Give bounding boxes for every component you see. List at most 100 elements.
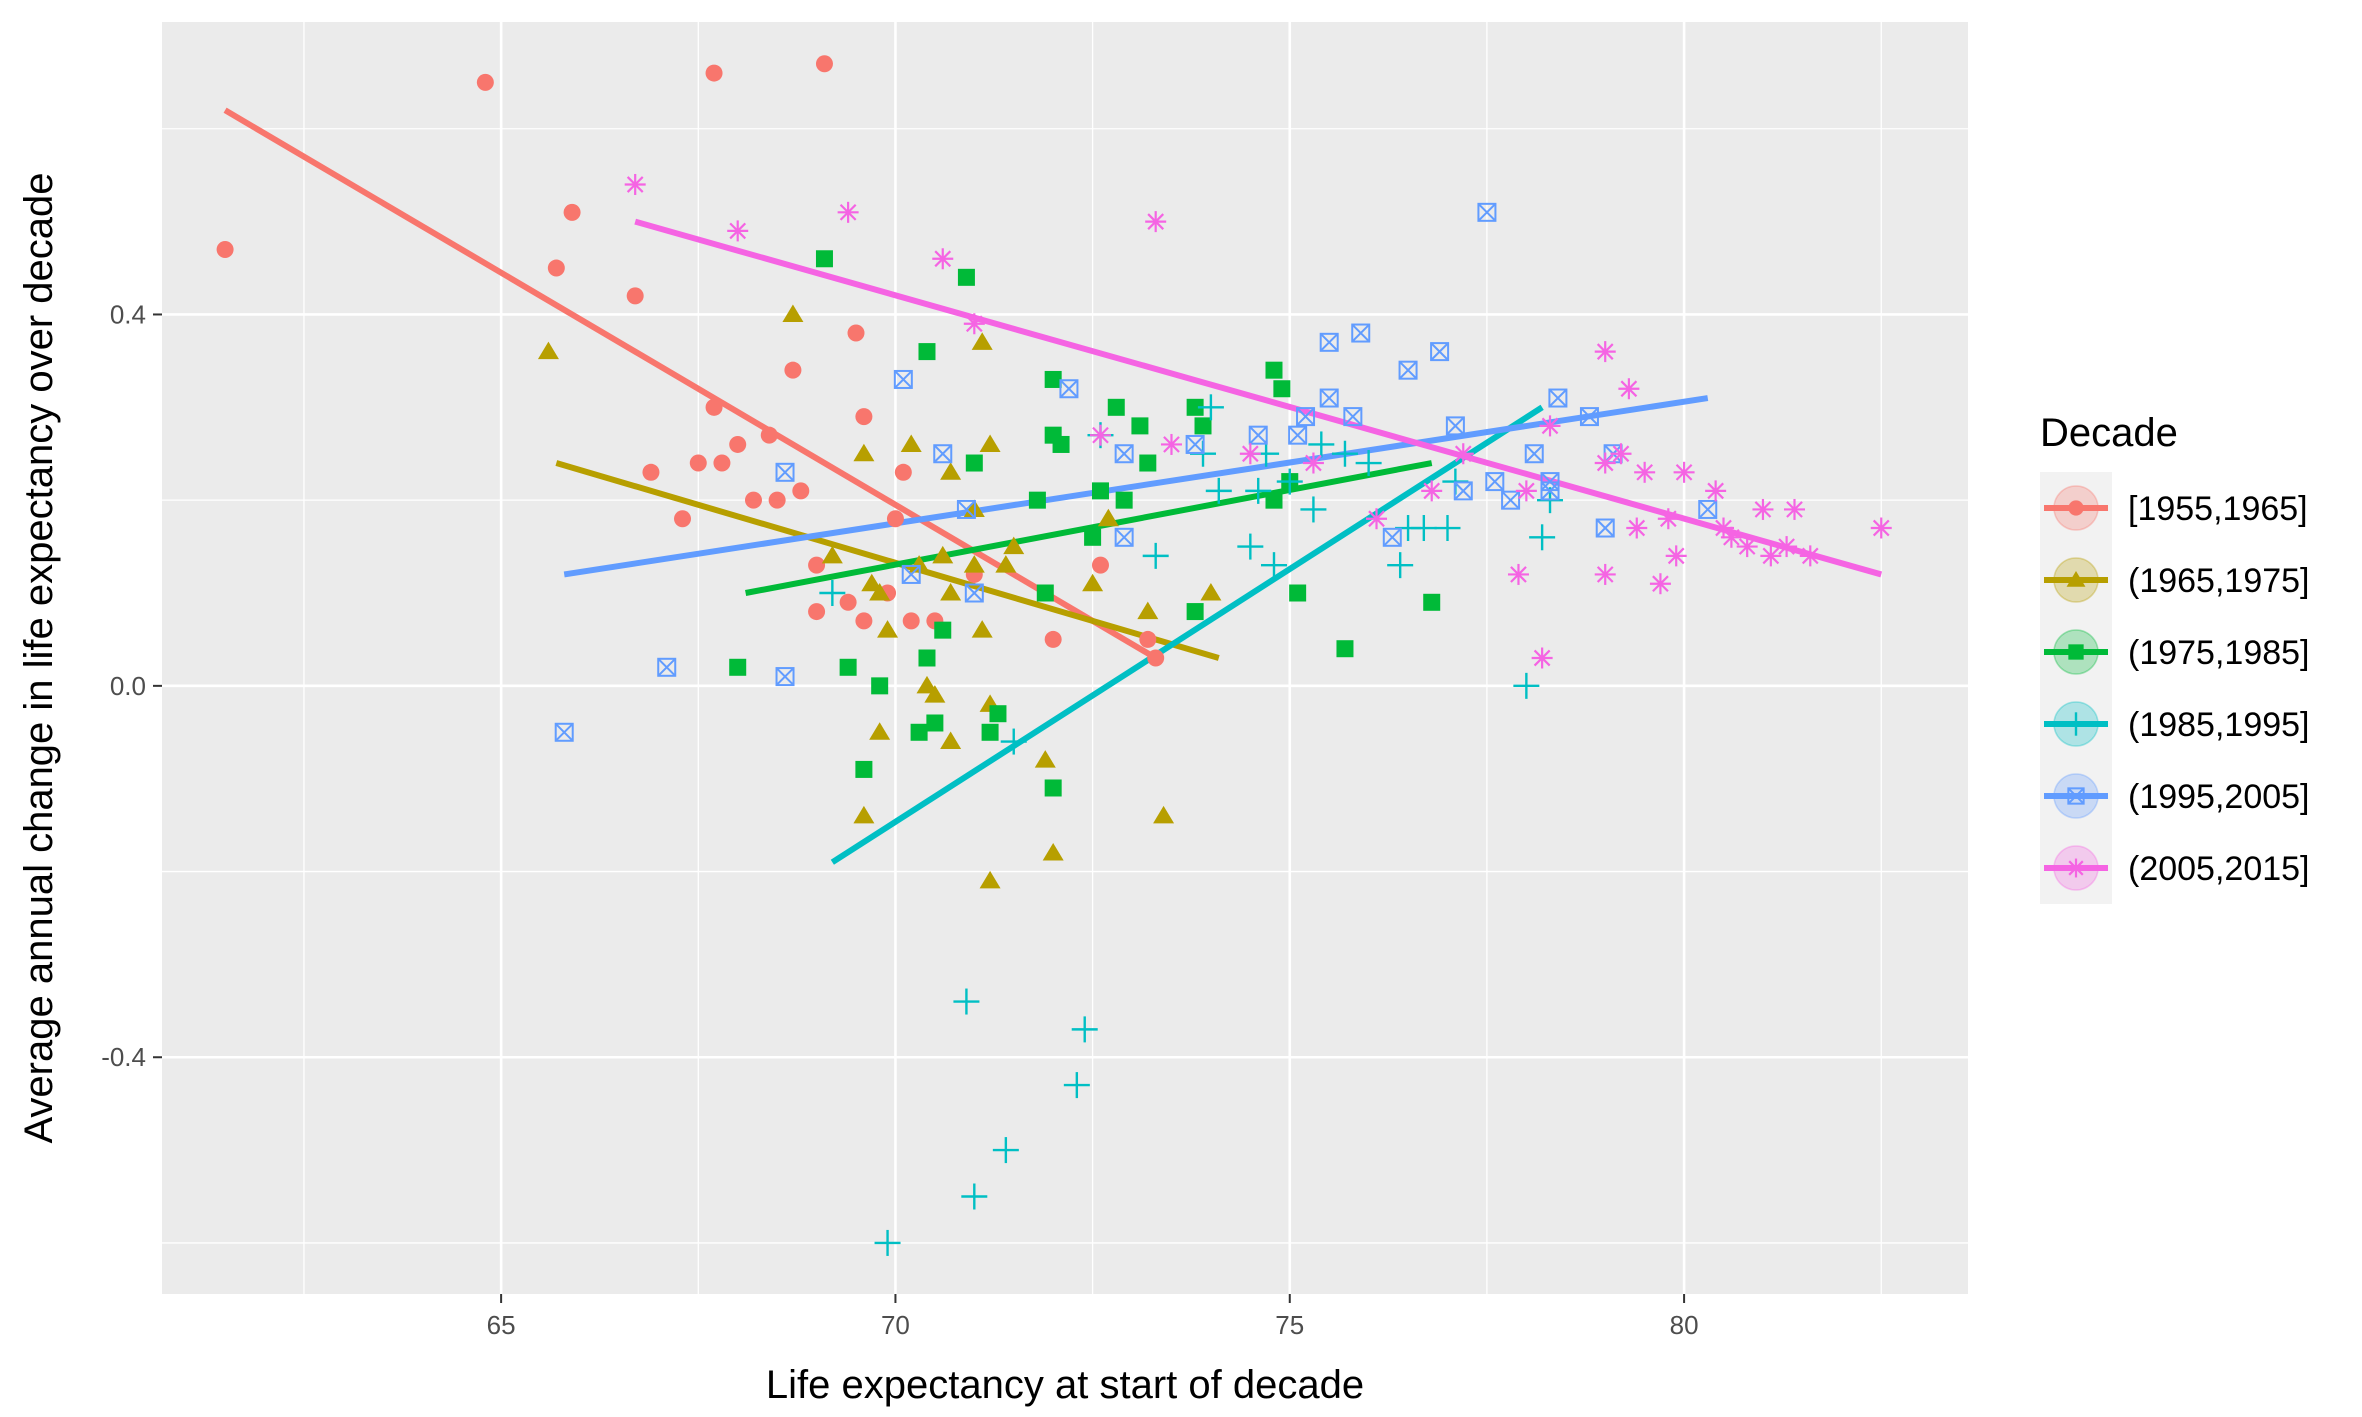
data-point [886,510,904,528]
legend-key [2040,688,2112,760]
data-point [1776,536,1798,558]
data-point [1197,394,1224,421]
data-point [1634,461,1656,483]
data-point [855,408,873,426]
data-point [1445,416,1465,436]
data-point [924,685,946,703]
data-point [1042,842,1064,861]
data-point [1515,480,1537,502]
data-point [1160,433,1182,455]
y-axis: -0.4 0.0 0.4 [101,299,162,1072]
data-point [932,248,954,270]
data-point [1336,640,1354,658]
data-point [940,731,962,750]
data-point [979,870,1001,889]
data-point [1531,647,1553,669]
major-gridlines [162,22,1968,1294]
data-point [1003,536,1025,555]
data-point [1485,472,1505,492]
data-point [956,499,976,519]
data-point [1300,496,1327,523]
data-point [729,658,747,676]
data-point [1296,407,1316,427]
legend-label: [1955,1965] [2128,490,2308,528]
data-point [869,722,891,740]
trend-line [745,460,1433,596]
data-point [839,658,857,676]
data-point [1276,468,1303,495]
data-point [784,361,802,379]
data-point [1594,452,1616,474]
x-tick-label: 75 [1275,1310,1304,1340]
legend-label: (1975,1985] [2128,634,2310,672]
data-point [1430,342,1450,362]
plot-panel [162,22,1968,1294]
data-point [1752,498,1774,520]
data-point [910,723,928,741]
legend-marker [2068,644,2084,660]
data-point [963,313,985,335]
data-point [1382,527,1402,547]
data-point [981,723,999,741]
data-point [1421,480,1443,502]
legend-key [2040,544,2112,616]
data-point [1736,536,1758,558]
data-point [1453,481,1473,501]
data-point [1194,417,1212,435]
data-point [839,593,857,611]
data-point [908,555,930,573]
data-point [893,369,913,389]
data-point [926,714,944,732]
data-point [1319,332,1339,352]
data-point [1237,533,1264,560]
data-point [894,463,912,481]
data-point [869,583,891,601]
data-point [768,491,786,509]
y-tick-label: 0.4 [110,299,146,329]
data-point [1594,341,1616,363]
data-point [1185,434,1205,454]
data-point [1387,552,1414,579]
data-point [900,434,922,452]
data-points [216,55,1892,1256]
data-point [1626,517,1648,539]
legend-key [2040,760,2112,832]
data-point [1044,779,1062,797]
data-point [1539,415,1561,437]
data-point [1452,443,1474,465]
legend-marker [2064,712,2088,736]
data-point [1319,388,1339,408]
data-point [1649,573,1671,595]
trend-line [634,218,1883,578]
data-point [902,612,920,630]
data-point [1239,443,1261,465]
data-point [1089,424,1111,446]
data-point [1000,728,1027,755]
data-point [808,603,826,621]
data-point [547,259,565,277]
data-point [901,564,921,584]
data-point [1595,518,1615,538]
data-point [1139,630,1157,648]
data-point [705,64,723,82]
data-point [995,555,1017,573]
data-point [727,220,749,242]
data-point [554,722,574,742]
data-point [1260,552,1287,579]
data-point [989,705,1007,723]
data-point [1366,508,1388,530]
data-point [1720,526,1742,548]
data-point [563,203,581,221]
y-axis-title: Average annual change in life expectancy… [17,172,61,1143]
legend-label: (1965,1975] [2128,562,2310,600]
trend-line [555,460,1220,661]
data-point [1186,603,1204,621]
data-point [1760,545,1782,567]
data-point [674,510,692,528]
data-point [1398,360,1418,380]
data-point [1579,407,1599,427]
data-point [934,621,952,639]
data-point [729,435,747,453]
data-point [819,580,846,607]
trend-line [563,395,1709,578]
